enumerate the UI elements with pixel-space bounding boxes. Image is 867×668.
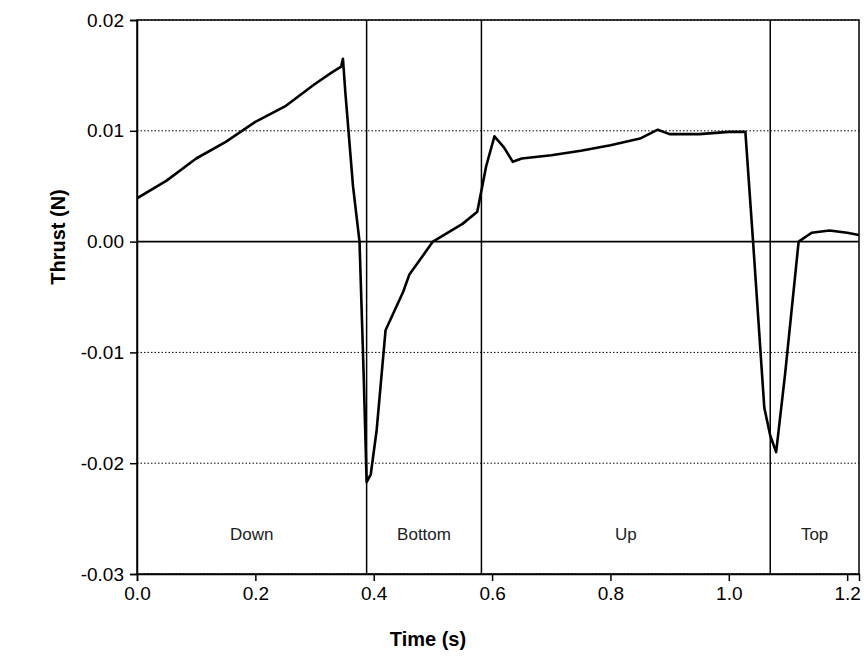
x-tick-mark [373, 574, 375, 581]
x-tick-mark [729, 574, 731, 581]
y-tick-mark [130, 241, 137, 243]
y-tick: 0.01 [87, 120, 137, 141]
x-axis-line [138, 575, 860, 582]
y-tick-label: 0.01 [87, 120, 124, 141]
plot: Down Bottom Up Top 0.0 0.2 0.4 0.6 0.8 1.0 1.2 -0.0… [47, 10, 861, 650]
y-tick-label: 0.02 [87, 10, 124, 31]
y-tick-label: -0.02 [81, 453, 124, 474]
series [137, 59, 859, 482]
y-tick-mark [130, 352, 137, 354]
x-tick: 1.2 [834, 574, 860, 604]
phase-label: Top [801, 525, 828, 544]
thrust-line [137, 59, 859, 482]
y-tick-mark [130, 20, 137, 22]
x-tick-mark [610, 574, 612, 581]
x-tick-label: 0.4 [361, 583, 388, 604]
plot-frame [137, 20, 859, 574]
x-tick-mark [255, 574, 257, 581]
x-tick: 1.0 [716, 574, 742, 604]
x-tick: 0.2 [243, 574, 269, 604]
phase-label: Up [615, 525, 637, 544]
y-axis-line [130, 21, 138, 575]
phase-divider [769, 20, 771, 574]
x-tick-label: 0.8 [598, 583, 624, 604]
phase-label: Down [230, 525, 273, 544]
phase-label: Bottom [397, 525, 451, 544]
phase-divider [481, 20, 483, 574]
y-axis: -0.03 -0.02 -0.01 0.00 0.01 0.02 [81, 10, 138, 585]
y-tick-label: 0.00 [87, 231, 124, 252]
y-tick: -0.01 [81, 342, 137, 363]
grid-line [137, 130, 859, 131]
x-tick-label: 1.0 [716, 583, 742, 604]
grid [137, 20, 859, 574]
grid-line [137, 463, 859, 464]
x-axis-title: Time (s) [390, 628, 466, 650]
grid-line [137, 352, 859, 353]
y-tick-mark [130, 574, 137, 576]
y-tick: -0.02 [81, 453, 137, 474]
x-tick-label: 0.0 [124, 583, 150, 604]
x-tick: 0.8 [598, 574, 624, 604]
chart: Down Bottom Up Top 0.0 0.2 0.4 0.6 0.8 1.0 1.2 -0.0… [0, 0, 867, 668]
y-tick-label: -0.01 [81, 342, 124, 363]
y-axis-title: Thrust (N) [47, 189, 69, 285]
x-tick: 0.6 [479, 574, 505, 604]
y-tick-mark [130, 463, 137, 465]
x-tick-mark [492, 574, 494, 581]
y-tick: 0.00 [87, 231, 137, 252]
x-tick-label: 0.2 [243, 583, 269, 604]
y-tick: -0.03 [81, 564, 137, 585]
phases: Down Bottom Up Top [230, 20, 828, 574]
x-tick: 0.4 [361, 574, 388, 604]
x-tick: 0.0 [124, 574, 150, 604]
x-tick-label: 1.2 [834, 583, 860, 604]
x-axis: 0.0 0.2 0.4 0.6 0.8 1.0 1.2 [124, 574, 861, 604]
y-tick: 0.02 [87, 10, 137, 31]
y-tick-label: -0.03 [81, 564, 124, 585]
x-tick-mark [847, 574, 849, 581]
x-tick-label: 0.6 [479, 583, 505, 604]
y-tick-mark [130, 131, 137, 133]
phase-divider [366, 20, 368, 574]
grid-line [137, 241, 859, 243]
